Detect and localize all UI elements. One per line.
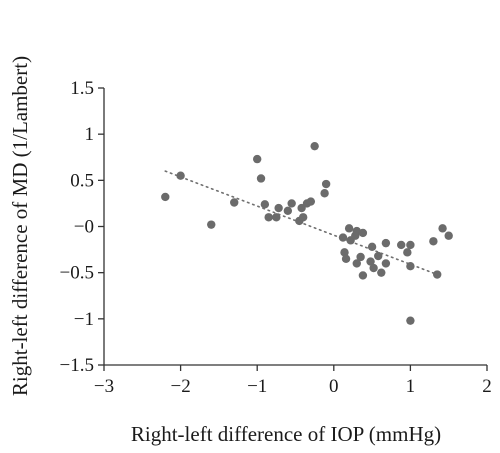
y-tick-label: −0 [74, 217, 94, 238]
y-tick-label: 0.5 [70, 170, 94, 191]
plot-area: 1.5 1 0.5 −0 −0.5 −1 −1.5 −3 −2 −1 0 1 2 [60, 78, 492, 397]
data-point [444, 231, 453, 240]
data-point [397, 240, 406, 250]
y-tick-label: −1.5 [60, 355, 94, 376]
data-point [230, 198, 239, 207]
data-point [369, 263, 378, 273]
x-axis-title: Right-left difference of IOP (mmHg) [131, 422, 441, 446]
data-point [344, 224, 354, 233]
data-point [429, 237, 438, 246]
data-point [358, 271, 368, 280]
data-point [381, 259, 391, 268]
data-point [433, 270, 442, 279]
trendline [164, 170, 439, 276]
data-points [161, 141, 453, 325]
y-axis-ticks: 1.5 1 0.5 −0 −0.5 −1 −1.5 [60, 78, 104, 376]
y-tick-label: 1.5 [70, 78, 94, 99]
data-point [366, 257, 375, 266]
data-point [438, 224, 447, 233]
data-point [320, 189, 329, 198]
data-point [264, 213, 273, 222]
x-tick-label: −1 [247, 376, 267, 397]
data-point [356, 252, 365, 262]
x-tick-label: 2 [482, 376, 492, 397]
data-point [358, 228, 368, 238]
y-axis-title: Right-left difference of MD (1/Lambert) [8, 56, 32, 396]
x-axis-ticks: −3 −2 −1 0 1 2 [94, 365, 492, 397]
data-point [377, 268, 386, 277]
data-point [352, 259, 361, 268]
x-tick-label: 1 [406, 376, 416, 397]
data-point [176, 171, 185, 180]
data-point [287, 199, 296, 208]
x-tick-label: −3 [94, 376, 114, 397]
data-point [381, 238, 391, 248]
data-point [306, 197, 316, 206]
data-point [406, 262, 415, 271]
data-point [340, 248, 349, 257]
data-point [161, 192, 170, 202]
data-point [274, 203, 283, 213]
y-tick-label: 1 [85, 124, 95, 145]
data-point [310, 141, 319, 151]
data-point [338, 233, 348, 242]
data-point [298, 213, 308, 222]
data-point [341, 254, 351, 264]
data-point [374, 251, 383, 261]
data-point [253, 154, 262, 164]
data-point [406, 240, 415, 250]
x-tick-label: 0 [329, 376, 339, 397]
data-point [272, 213, 281, 222]
data-point [283, 206, 293, 216]
y-tick-label: −0.5 [60, 263, 94, 284]
data-point [321, 179, 331, 189]
y-tick-label: −1 [74, 309, 94, 330]
data-point [260, 200, 270, 209]
data-point [367, 242, 377, 252]
data-point [406, 316, 415, 325]
data-point [207, 220, 216, 229]
data-point [256, 174, 266, 183]
x-tick-label: −2 [170, 376, 190, 397]
data-point [403, 248, 412, 257]
